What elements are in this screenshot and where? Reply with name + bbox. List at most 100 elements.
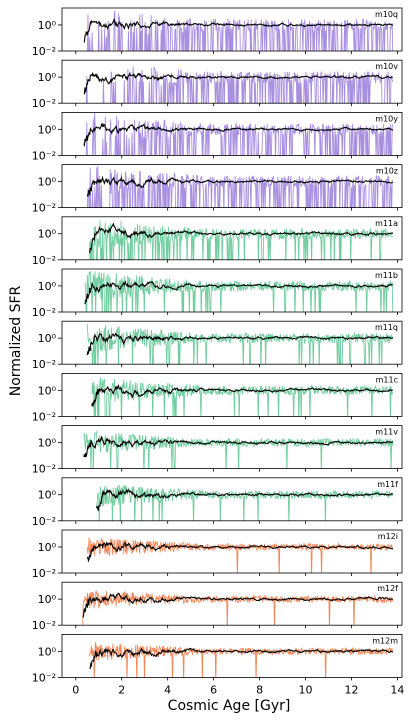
y-tick-label-m11f-0: 10⁰ (38, 489, 57, 502)
panels-layer: 10⁰ 10⁻² m10q 10⁰ 10⁻² m10v 10⁰ 10⁻² m10y 10⁰ 10⁻²… (32, 7, 403, 684)
panel-label-m11f: m11f (377, 480, 398, 489)
panel-m11b: 10⁰ 10⁻² m11b (32, 268, 403, 319)
panel-label-m11v: m11v (375, 428, 398, 437)
y-tick-label-m11a-1: 10⁻² (32, 254, 56, 267)
series-smooth-m10y (83, 122, 394, 148)
panel-frame-m12m (61, 634, 403, 678)
panel-m11q: 10⁰ 10⁻² m11q (32, 320, 403, 371)
y-tick-label-m12m-0: 10⁰ (38, 645, 57, 658)
x-tick-label-6: 12 (344, 683, 358, 696)
x-axis-label: Cosmic Age [Gyr] (168, 698, 291, 714)
series-smooth-m12m (89, 647, 394, 670)
x-tick-label-7: 14 (390, 683, 404, 696)
series-smooth-m11a (89, 222, 394, 254)
series-smooth-m11q (86, 332, 394, 356)
panel-label-m10v: m10v (375, 62, 398, 71)
series-bursty-m11a (89, 220, 393, 260)
y-tick-label-m11a-0: 10⁰ (38, 228, 57, 241)
y-tick-label-m11c-1: 10⁻² (32, 410, 56, 423)
panel-label-m12i: m12i (378, 532, 398, 541)
panel-label-m12m: m12m (372, 636, 398, 645)
panel-m12m: 10⁰ 10⁻² m12m (32, 634, 403, 684)
series-smooth-m11f (95, 488, 393, 512)
series-bursty-m11c (91, 377, 394, 417)
x-axis: 0 2 4 6 8 10 12 14 (72, 683, 404, 696)
panel-m12i: 10⁰ 10⁻² m12i (32, 529, 403, 580)
x-tick-label-5: 10 (299, 683, 313, 696)
y-tick-label-m12f-1: 10⁻² (32, 619, 56, 632)
x-tick-label-4: 8 (256, 683, 263, 696)
panel-label-m10q: m10q (375, 10, 398, 19)
panel-frame-m10y (61, 112, 403, 156)
panel-m12f: 10⁰ 10⁻² m12f (32, 581, 403, 632)
y-tick-label-m10z-0: 10⁰ (38, 176, 57, 189)
panel-m10z: 10⁰ 10⁻² m10z (32, 164, 403, 215)
y-tick-label-m11v-1: 10⁻² (32, 463, 56, 476)
y-tick-label-m12f-0: 10⁰ (38, 593, 57, 606)
x-tick-label-3: 6 (210, 683, 217, 696)
panel-m11a: 10⁰ 10⁻² m11a (32, 216, 403, 267)
series-bursty-m10y (85, 113, 394, 156)
panel-m11f: 10⁰ 10⁻² m11f (32, 477, 403, 528)
y-tick-label-m10v-0: 10⁰ (38, 71, 57, 84)
series-bursty-m10v (85, 66, 394, 104)
y-tick-label-m10z-1: 10⁻² (32, 202, 56, 215)
x-tick-label-1: 2 (118, 683, 125, 696)
panel-label-m10y: m10y (375, 114, 398, 123)
panel-label-m10z: m10z (376, 167, 398, 176)
y-tick-label-m11b-1: 10⁻² (32, 306, 56, 319)
y-tick-label-m11b-0: 10⁰ (38, 280, 57, 293)
panel-frame-m10q (61, 7, 403, 52)
panel-label-m11q: m11q (375, 323, 398, 332)
series-bursty-m10q (87, 10, 394, 51)
series-bursty-m10z (86, 165, 394, 208)
panel-frame-m11f (61, 477, 403, 522)
panel-frame-m11q (61, 320, 403, 365)
y-tick-label-m10y-1: 10⁻² (32, 149, 56, 162)
y-tick-label-m10q-0: 10⁰ (38, 19, 57, 32)
panel-frame-m12f (61, 581, 403, 626)
y-tick-label-m11q-1: 10⁻² (32, 358, 56, 371)
y-tick-label-m11f-1: 10⁻² (32, 515, 56, 528)
series-bursty-m11q (86, 323, 394, 365)
panel-m11v: 10⁰ 10⁻² m11v (32, 425, 403, 476)
panel-frame-m11b (61, 268, 403, 313)
panel-label-m11b: m11b (375, 271, 398, 280)
y-tick-label-m12i-1: 10⁻² (32, 567, 56, 580)
series-smooth-m11b (84, 280, 393, 305)
panel-frame-m11c (61, 372, 403, 417)
y-axis-label: Normalized SFR (8, 285, 24, 396)
panel-frame-m12i (61, 529, 403, 574)
series-bursty-m12m (89, 642, 394, 678)
panel-m11c: 10⁰ 10⁻² m11c (32, 372, 403, 423)
panel-frame-m11v (61, 425, 403, 470)
series-bursty-m11f (96, 484, 394, 521)
series-smooth-m12f (82, 592, 393, 618)
panel-label-m11c: m11c (376, 375, 398, 384)
x-tick-label-0: 0 (72, 683, 79, 696)
series-smooth-m10q (83, 17, 394, 43)
series-smooth-m11v (83, 435, 394, 458)
series-bursty-m12f (82, 590, 394, 626)
panel-frame-m10v (61, 59, 403, 104)
series-bursty-m11v (83, 430, 394, 469)
series-bursty-m12i (86, 537, 394, 573)
panel-m10q: 10⁰ 10⁻² m10q (32, 7, 403, 58)
y-tick-label-m11c-0: 10⁰ (38, 384, 57, 397)
panel-frame-m10z (61, 164, 403, 209)
y-tick-label-m12i-0: 10⁰ (38, 541, 57, 554)
series-smooth-m11c (91, 383, 393, 408)
series-bursty-m11b (84, 271, 394, 312)
panel-frame-m11a (61, 216, 403, 261)
panel-label-m12f: m12f (377, 584, 398, 593)
y-tick-label-m10q-1: 10⁻² (32, 45, 56, 58)
panel-label-m11a: m11a (375, 219, 398, 228)
series-smooth-m12i (86, 541, 393, 563)
y-tick-label-m10v-1: 10⁻² (32, 97, 56, 110)
panel-m10y: 10⁰ 10⁻² m10y (32, 112, 403, 162)
x-tick-label-2: 4 (164, 683, 171, 696)
y-tick-label-m10y-0: 10⁰ (38, 123, 57, 136)
y-tick-label-m12m-1: 10⁻² (32, 671, 56, 684)
y-tick-label-m11v-0: 10⁰ (38, 437, 57, 450)
